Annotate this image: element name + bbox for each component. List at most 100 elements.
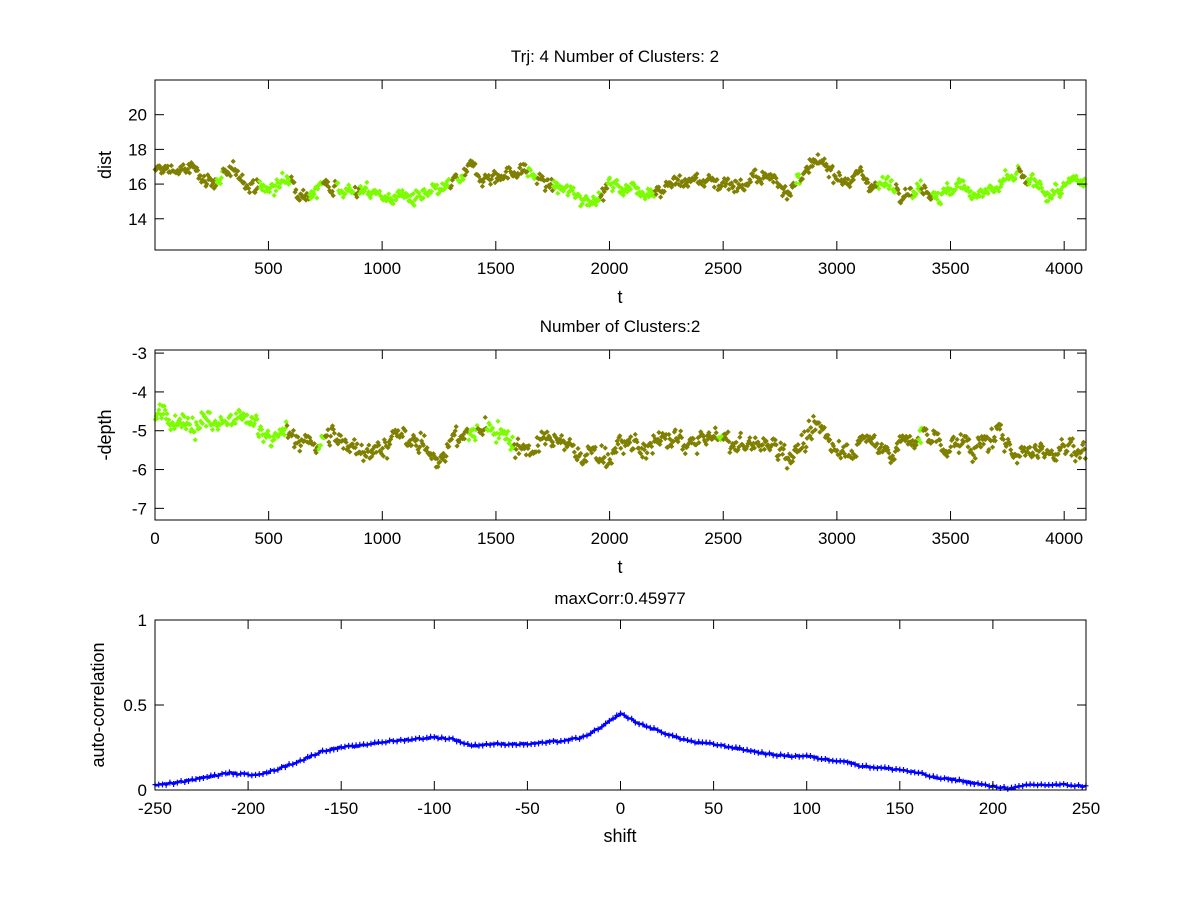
data-point-cluster-1	[933, 439, 939, 445]
data-point-cluster-1	[867, 185, 873, 191]
data-marks	[152, 151, 1088, 209]
data-point-cluster-1	[452, 428, 458, 434]
data-point-cluster-1	[773, 442, 779, 448]
data-point-cluster-2	[386, 191, 392, 197]
data-point-cluster-1	[614, 438, 620, 444]
data-point-cluster-1	[630, 446, 637, 452]
data-point-cluster-1	[492, 180, 498, 186]
data-point-cluster-1	[778, 440, 784, 446]
autocorr-marker	[342, 743, 348, 750]
autocorr-marker	[241, 770, 247, 777]
x-tick-label: -100	[417, 799, 451, 818]
data-point-cluster-1	[701, 183, 707, 190]
data-point-cluster-1	[838, 455, 844, 461]
autocorr-marker	[1061, 781, 1067, 788]
data-point-cluster-1	[678, 428, 684, 434]
data-point-cluster-2	[164, 411, 170, 417]
data-point-cluster-1	[901, 194, 907, 201]
data-point-cluster-2	[286, 181, 292, 187]
x-tick-label: 4000	[1045, 529, 1083, 548]
autocorr-marker	[930, 773, 936, 780]
data-point-cluster-1	[1001, 448, 1008, 455]
data-point-cluster-1	[503, 169, 509, 175]
autocorr-marker	[621, 712, 627, 719]
autocorr-marker	[226, 769, 232, 776]
data-point-cluster-1	[1014, 460, 1020, 466]
data-point-cluster-1	[1021, 444, 1028, 451]
data-point-cluster-2	[237, 408, 243, 415]
data-point-cluster-1	[1020, 447, 1027, 453]
data-point-cluster-1	[889, 453, 896, 459]
data-point-cluster-1	[565, 442, 571, 448]
data-point-cluster-1	[847, 184, 853, 190]
data-point-cluster-1	[1070, 443, 1077, 449]
data-point-cluster-1	[1018, 168, 1024, 174]
data-point-cluster-2	[974, 194, 980, 200]
autocorr-marker	[748, 748, 754, 755]
data-point-cluster-1	[666, 431, 672, 438]
autocorr-marker	[744, 746, 750, 753]
data-point-cluster-1	[435, 464, 441, 470]
data-point-cluster-1	[545, 177, 551, 183]
data-point-cluster-2	[991, 189, 997, 195]
data-point-cluster-1	[641, 447, 647, 453]
autocorr-marker	[420, 735, 426, 742]
autocorr-marker	[271, 767, 277, 774]
autocorr-marker	[182, 778, 188, 785]
data-point-cluster-1	[239, 172, 245, 178]
data-point-cluster-1	[325, 179, 331, 185]
data-point-cluster-2	[367, 193, 373, 199]
data-point-cluster-1	[722, 434, 728, 441]
data-point-cluster-2	[885, 174, 891, 180]
autocorr-marker	[245, 771, 251, 778]
data-marks	[152, 401, 1088, 471]
data-point-cluster-1	[454, 175, 460, 181]
data-point-cluster-1	[880, 447, 887, 453]
data-point-cluster-1	[486, 172, 492, 178]
data-point-cluster-1	[655, 436, 661, 442]
data-point-cluster-1	[168, 163, 174, 169]
data-point-cluster-1	[476, 173, 482, 180]
data-point-cluster-1	[482, 414, 488, 421]
axes-box	[154, 79, 1087, 251]
data-point-cluster-1	[1035, 455, 1041, 461]
data-point-cluster-2	[381, 197, 387, 203]
dist-title: Trj: 4 Number of Clusters: 2	[511, 47, 719, 66]
data-point-cluster-2	[560, 188, 566, 194]
data-point-cluster-1	[599, 456, 606, 462]
data-point-cluster-1	[924, 432, 930, 438]
data-point-cluster-1	[505, 175, 511, 181]
data-point-cluster-1	[940, 447, 947, 453]
data-point-cluster-1	[1071, 449, 1078, 456]
data-point-cluster-1	[806, 418, 812, 424]
data-point-cluster-2	[583, 193, 589, 199]
autocorr-marker	[301, 757, 307, 764]
x-tick-label: -50	[515, 799, 540, 818]
data-point-cluster-2	[954, 183, 960, 190]
data-point-cluster-2	[351, 190, 357, 197]
data-point-cluster-1	[1069, 436, 1076, 442]
data-point-cluster-1	[760, 435, 767, 442]
data-point-cluster-1	[738, 184, 745, 190]
autocorr-marker	[1035, 782, 1041, 789]
data-point-cluster-1	[726, 439, 732, 445]
data-point-cluster-2	[967, 193, 973, 199]
data-point-cluster-1	[670, 175, 676, 182]
data-point-cluster-1	[544, 429, 550, 435]
data-point-cluster-1	[841, 178, 847, 185]
data-point-cluster-2	[586, 198, 592, 204]
data-point-cluster-2	[156, 407, 162, 413]
data-point-cluster-1	[1031, 444, 1038, 450]
data-point-cluster-1	[197, 173, 204, 179]
data-point-cluster-1	[711, 184, 717, 190]
autocorr-marker	[759, 749, 765, 756]
data-point-cluster-1	[551, 432, 557, 438]
data-point-cluster-1	[908, 185, 914, 191]
data-point-cluster-1	[720, 436, 727, 443]
autocorr-title: maxCorr:0.45977	[554, 589, 685, 608]
data-point-cluster-2	[442, 185, 448, 191]
data-point-cluster-1	[800, 440, 807, 447]
autocorr-marker	[770, 752, 776, 759]
data-point-cluster-1	[525, 445, 531, 452]
data-point-cluster-1	[811, 418, 817, 425]
